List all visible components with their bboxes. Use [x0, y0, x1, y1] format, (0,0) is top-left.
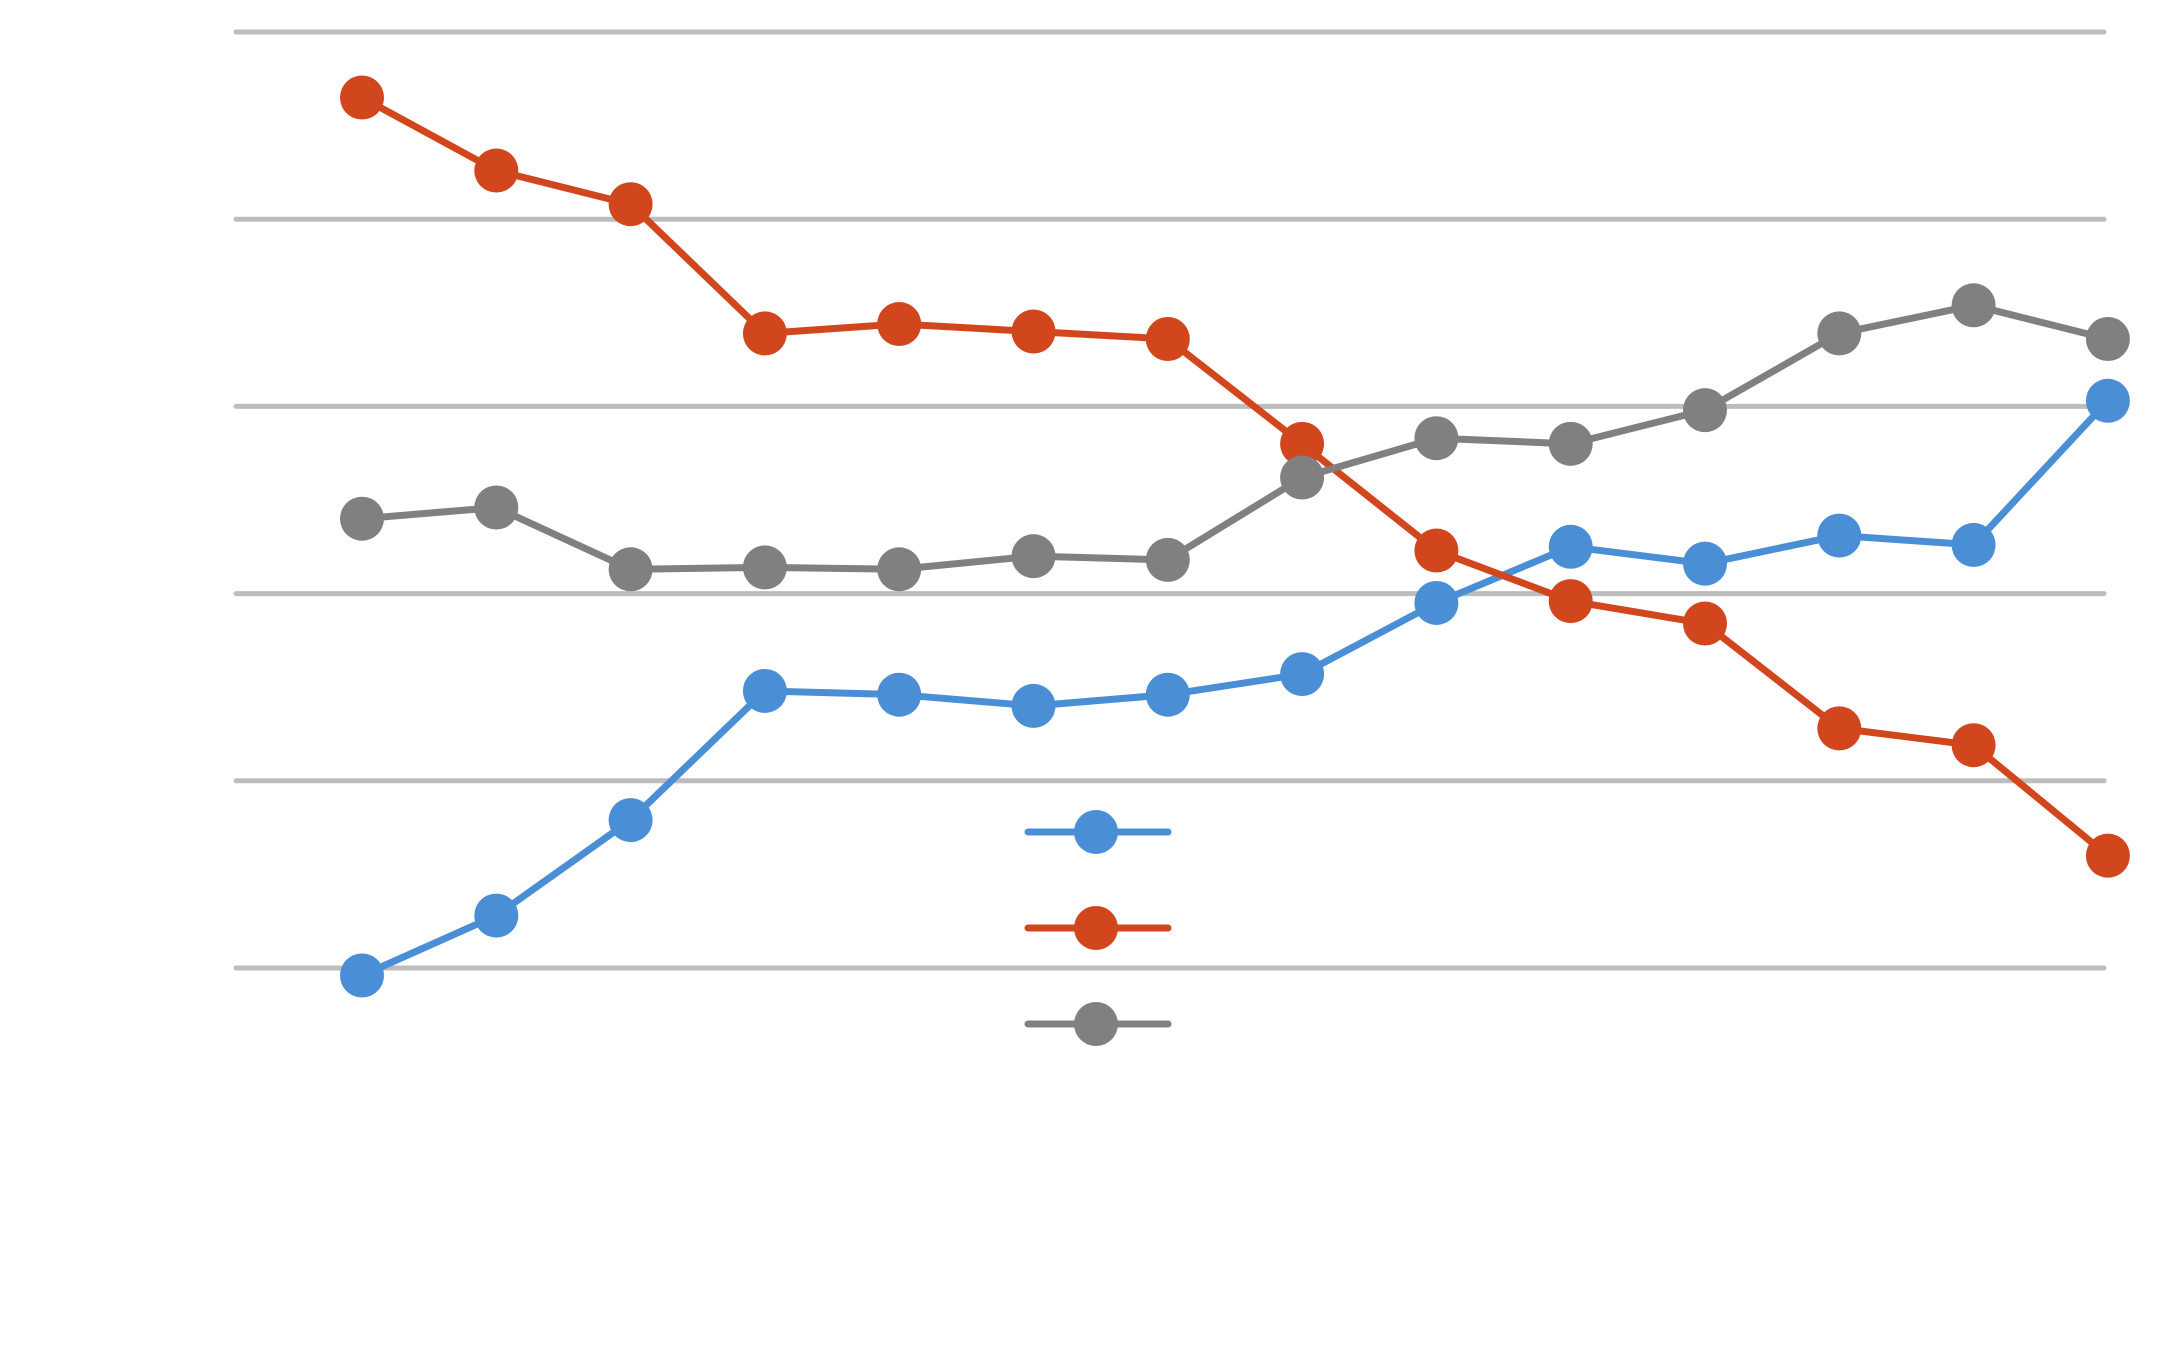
series-markers: [340, 75, 2130, 998]
series-1-point-14: [2085, 378, 2130, 423]
series-1-point-1: [340, 953, 384, 998]
legend-series-3-marker: [1074, 1002, 1118, 1046]
series-1-point-13: [1951, 522, 1996, 567]
series-1-point-4: [742, 668, 787, 713]
series-2-point-10: [1548, 579, 1593, 624]
series-3-point-4: [742, 545, 787, 590]
series-3-point-5: [877, 547, 922, 592]
series-lines: [360, 94, 2111, 979]
series-3-point-7: [1145, 537, 1190, 582]
series-3-point-6: [1011, 534, 1056, 579]
series-3-point-10: [1548, 421, 1593, 466]
series-3-point-8: [1280, 455, 1325, 500]
series-3-point-2: [474, 485, 519, 530]
series-2-point-14: [2085, 833, 2130, 878]
series-2-point-13: [1951, 723, 1996, 768]
series-3-point-9: [1414, 416, 1459, 461]
series-1-point-7: [1145, 672, 1190, 717]
legend: [1024, 810, 1172, 1046]
series-1-point-6: [1011, 683, 1056, 728]
series-1-line: [360, 398, 2111, 979]
series-3-point-12: [1817, 311, 1862, 356]
series-3-point-14: [2085, 317, 2130, 362]
series-1-point-2: [474, 893, 519, 938]
series-1-point-12: [1817, 513, 1862, 558]
series-3-point-13: [1951, 283, 1996, 328]
series-2-point-12: [1817, 706, 1862, 751]
series-1-point-5: [877, 672, 922, 717]
series-2-point-1: [340, 75, 384, 120]
series-1-point-10: [1548, 524, 1593, 569]
series-2-point-4: [742, 311, 787, 356]
series-3-point-1: [340, 496, 384, 541]
series-2-point-2: [474, 148, 519, 193]
series-2-point-3: [608, 182, 653, 227]
series-2-point-7: [1145, 317, 1190, 362]
series-1-point-9: [1414, 580, 1459, 625]
series-3-point-3: [608, 547, 653, 592]
series-1-point-3: [608, 798, 653, 843]
gridlines: [233, 29, 2107, 971]
series-1-point-11: [1683, 541, 1727, 586]
series-2-point-9: [1414, 528, 1459, 573]
series-3-line: [361, 301, 2109, 573]
series-2-point-8: [1280, 421, 1325, 466]
legend-series-2-marker: [1074, 906, 1118, 950]
series-1-point-8: [1280, 652, 1325, 697]
series-3-point-11: [1683, 388, 1727, 433]
series-2-point-11: [1683, 601, 1727, 646]
series-2-line: [360, 94, 2111, 859]
legend-series-1-marker: [1074, 810, 1118, 854]
series-2-point-6: [1011, 309, 1056, 354]
series-2-point-5: [877, 302, 922, 347]
